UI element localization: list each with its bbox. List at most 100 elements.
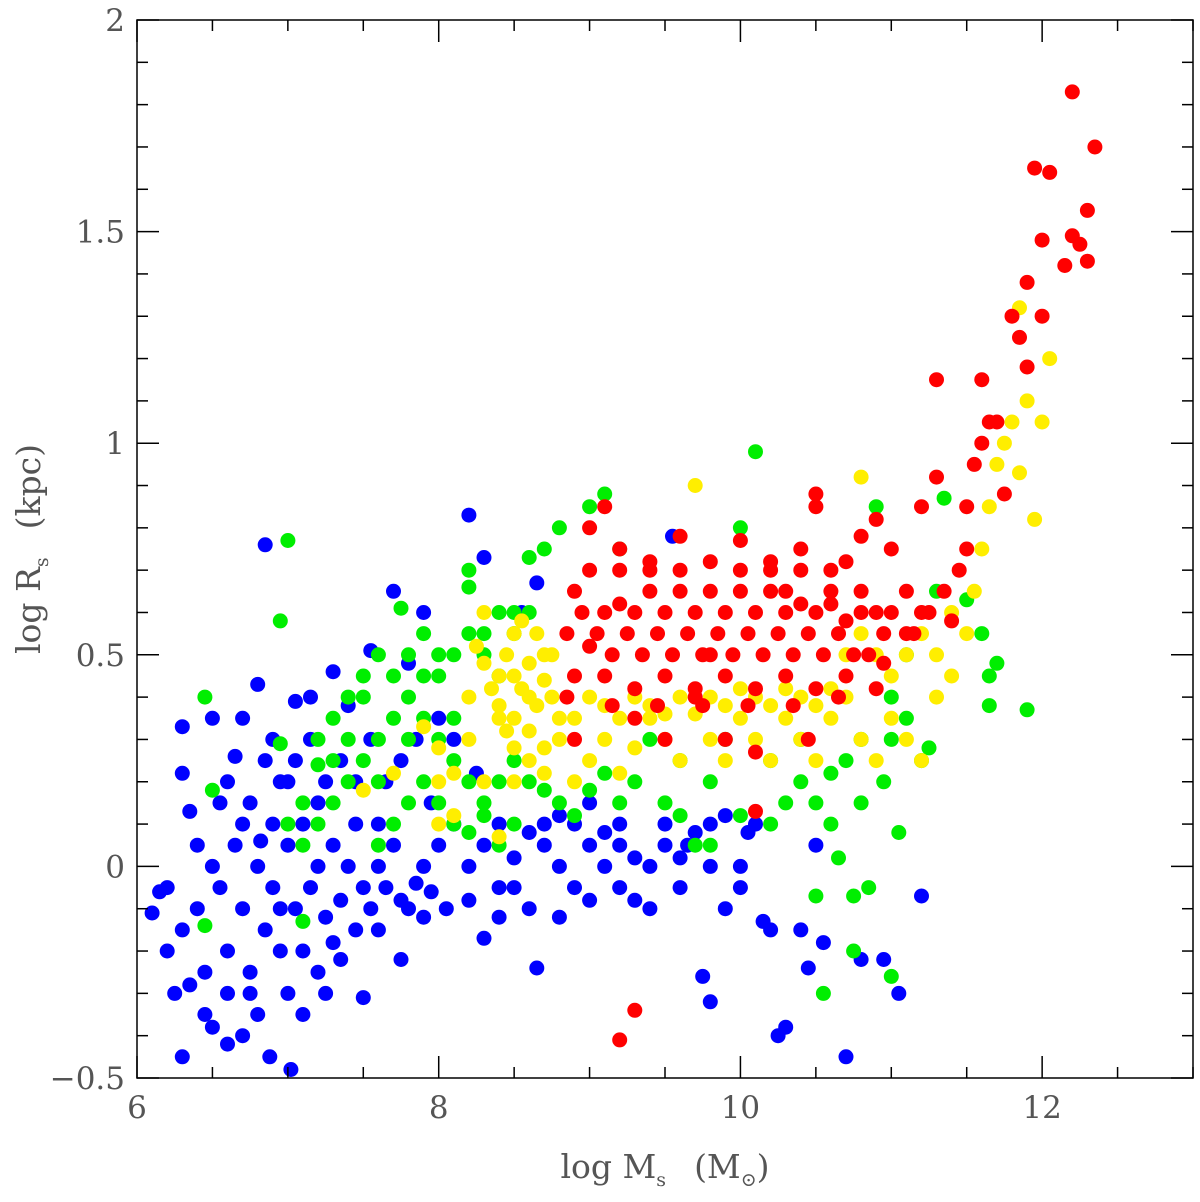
data-point-series-2 xyxy=(355,689,371,705)
data-point-series-4 xyxy=(868,511,884,527)
data-point-series-2 xyxy=(808,888,824,904)
data-point-series-1 xyxy=(348,922,364,938)
data-point-series-4 xyxy=(687,681,703,697)
y-axis-label: log Rs (kpc) xyxy=(9,444,53,654)
data-point-series-2 xyxy=(401,731,416,747)
data-point-series-4 xyxy=(763,554,779,570)
data-point-series-1 xyxy=(242,985,258,1001)
data-point-series-3 xyxy=(461,689,477,705)
data-point-series-3 xyxy=(476,774,492,790)
data-point-series-4 xyxy=(650,626,665,642)
data-point-series-1 xyxy=(748,816,763,832)
data-point-series-1 xyxy=(529,575,545,591)
data-point-series-4 xyxy=(627,1002,643,1018)
data-point-series-1 xyxy=(325,837,341,853)
data-point-series-1 xyxy=(642,858,658,874)
data-point-series-1 xyxy=(891,985,907,1001)
tick-labels: 6 8 10 12 −0.5 0 0.5 1 1.5 2 xyxy=(50,3,1062,1126)
data-point-series-3 xyxy=(582,689,598,705)
data-point-series-1 xyxy=(197,964,213,980)
data-point-series-1 xyxy=(262,1049,278,1065)
data-point-series-4 xyxy=(868,681,884,697)
data-point-series-4 xyxy=(793,596,809,612)
data-point-series-3 xyxy=(1012,465,1027,481)
data-point-series-1 xyxy=(536,837,552,853)
data-point-series-3 xyxy=(431,774,447,790)
data-point-series-2 xyxy=(476,808,492,824)
data-point-series-1 xyxy=(461,858,477,874)
data-point-series-1 xyxy=(393,952,409,967)
data-point-series-2 xyxy=(657,795,673,811)
data-point-series-3 xyxy=(748,731,763,747)
data-point-series-2 xyxy=(310,757,326,773)
data-point-series-4 xyxy=(702,554,718,570)
data-point-series-4 xyxy=(695,647,711,663)
data-point-series-1 xyxy=(551,808,567,824)
data-point-series-3 xyxy=(929,647,944,663)
y-tick-label: 1 xyxy=(105,426,125,462)
data-point-series-2 xyxy=(401,647,416,663)
data-point-series-4 xyxy=(876,626,892,642)
data-point-series-4 xyxy=(785,698,801,714)
data-point-series-4 xyxy=(672,528,688,544)
x-axis-label-unit-close: ) xyxy=(757,1147,770,1186)
data-point-series-2 xyxy=(272,736,288,752)
data-point-series-4 xyxy=(748,744,763,760)
data-point-series-2 xyxy=(355,668,371,684)
data-point-series-4 xyxy=(808,681,824,697)
data-point-series-4 xyxy=(604,698,620,714)
data-point-series-4 xyxy=(883,605,899,620)
data-point-series-3 xyxy=(974,541,990,557)
data-point-series-3 xyxy=(499,723,515,739)
data-point-series-4 xyxy=(808,605,824,620)
data-point-series-1 xyxy=(612,837,628,853)
data-point-series-4 xyxy=(823,596,839,612)
data-point-series-2 xyxy=(936,490,952,506)
data-point-series-2 xyxy=(355,753,371,769)
data-point-series-1 xyxy=(627,850,643,866)
data-point-series-4 xyxy=(898,626,914,642)
data-point-series-3 xyxy=(612,765,628,781)
data-point-series-1 xyxy=(265,816,281,832)
data-point-series-4 xyxy=(989,414,1005,430)
data-point-series-4 xyxy=(815,647,831,663)
data-point-series-3 xyxy=(853,731,869,747)
y-tick-label: 0 xyxy=(105,849,125,885)
data-point-series-2 xyxy=(295,913,311,929)
data-point-series-3 xyxy=(491,698,507,714)
data-point-series-4 xyxy=(642,554,658,570)
data-point-series-3 xyxy=(966,583,982,599)
data-point-series-2 xyxy=(536,541,552,557)
data-point-series-4 xyxy=(597,668,613,684)
data-point-series-3 xyxy=(763,698,779,714)
x-axis-label-unit-symbol: ⊙ xyxy=(741,1169,757,1191)
data-point-series-1 xyxy=(370,816,386,832)
x-axis-label-unit: (M xyxy=(694,1147,741,1186)
y-tick-label: 0.5 xyxy=(76,638,125,674)
data-point-series-2 xyxy=(393,600,409,616)
data-point-series-4 xyxy=(717,605,733,620)
data-point-series-1 xyxy=(227,837,243,853)
data-point-series-4 xyxy=(582,638,598,654)
data-point-series-2 xyxy=(431,668,447,684)
data-point-series-4 xyxy=(559,626,575,642)
data-point-series-3 xyxy=(702,731,718,747)
data-point-series-4 xyxy=(914,605,929,620)
data-point-series-4 xyxy=(929,469,944,485)
data-point-series-4 xyxy=(800,626,816,642)
data-point-series-2 xyxy=(521,774,537,790)
data-point-series-3 xyxy=(567,774,582,790)
data-point-series-3 xyxy=(484,681,499,697)
data-point-series-4 xyxy=(672,562,688,578)
data-point-series-1 xyxy=(325,664,341,680)
data-point-series-1 xyxy=(303,689,318,705)
data-point-series-4 xyxy=(883,541,899,557)
x-tick-label: 12 xyxy=(1022,1090,1061,1126)
data-point-series-1 xyxy=(702,816,718,832)
data-point-series-1 xyxy=(363,901,379,917)
data-point-series-3 xyxy=(536,672,552,688)
data-point-series-1 xyxy=(370,858,386,874)
data-point-series-1 xyxy=(491,880,507,896)
data-point-series-1 xyxy=(272,901,288,917)
data-point-series-4 xyxy=(974,372,990,388)
